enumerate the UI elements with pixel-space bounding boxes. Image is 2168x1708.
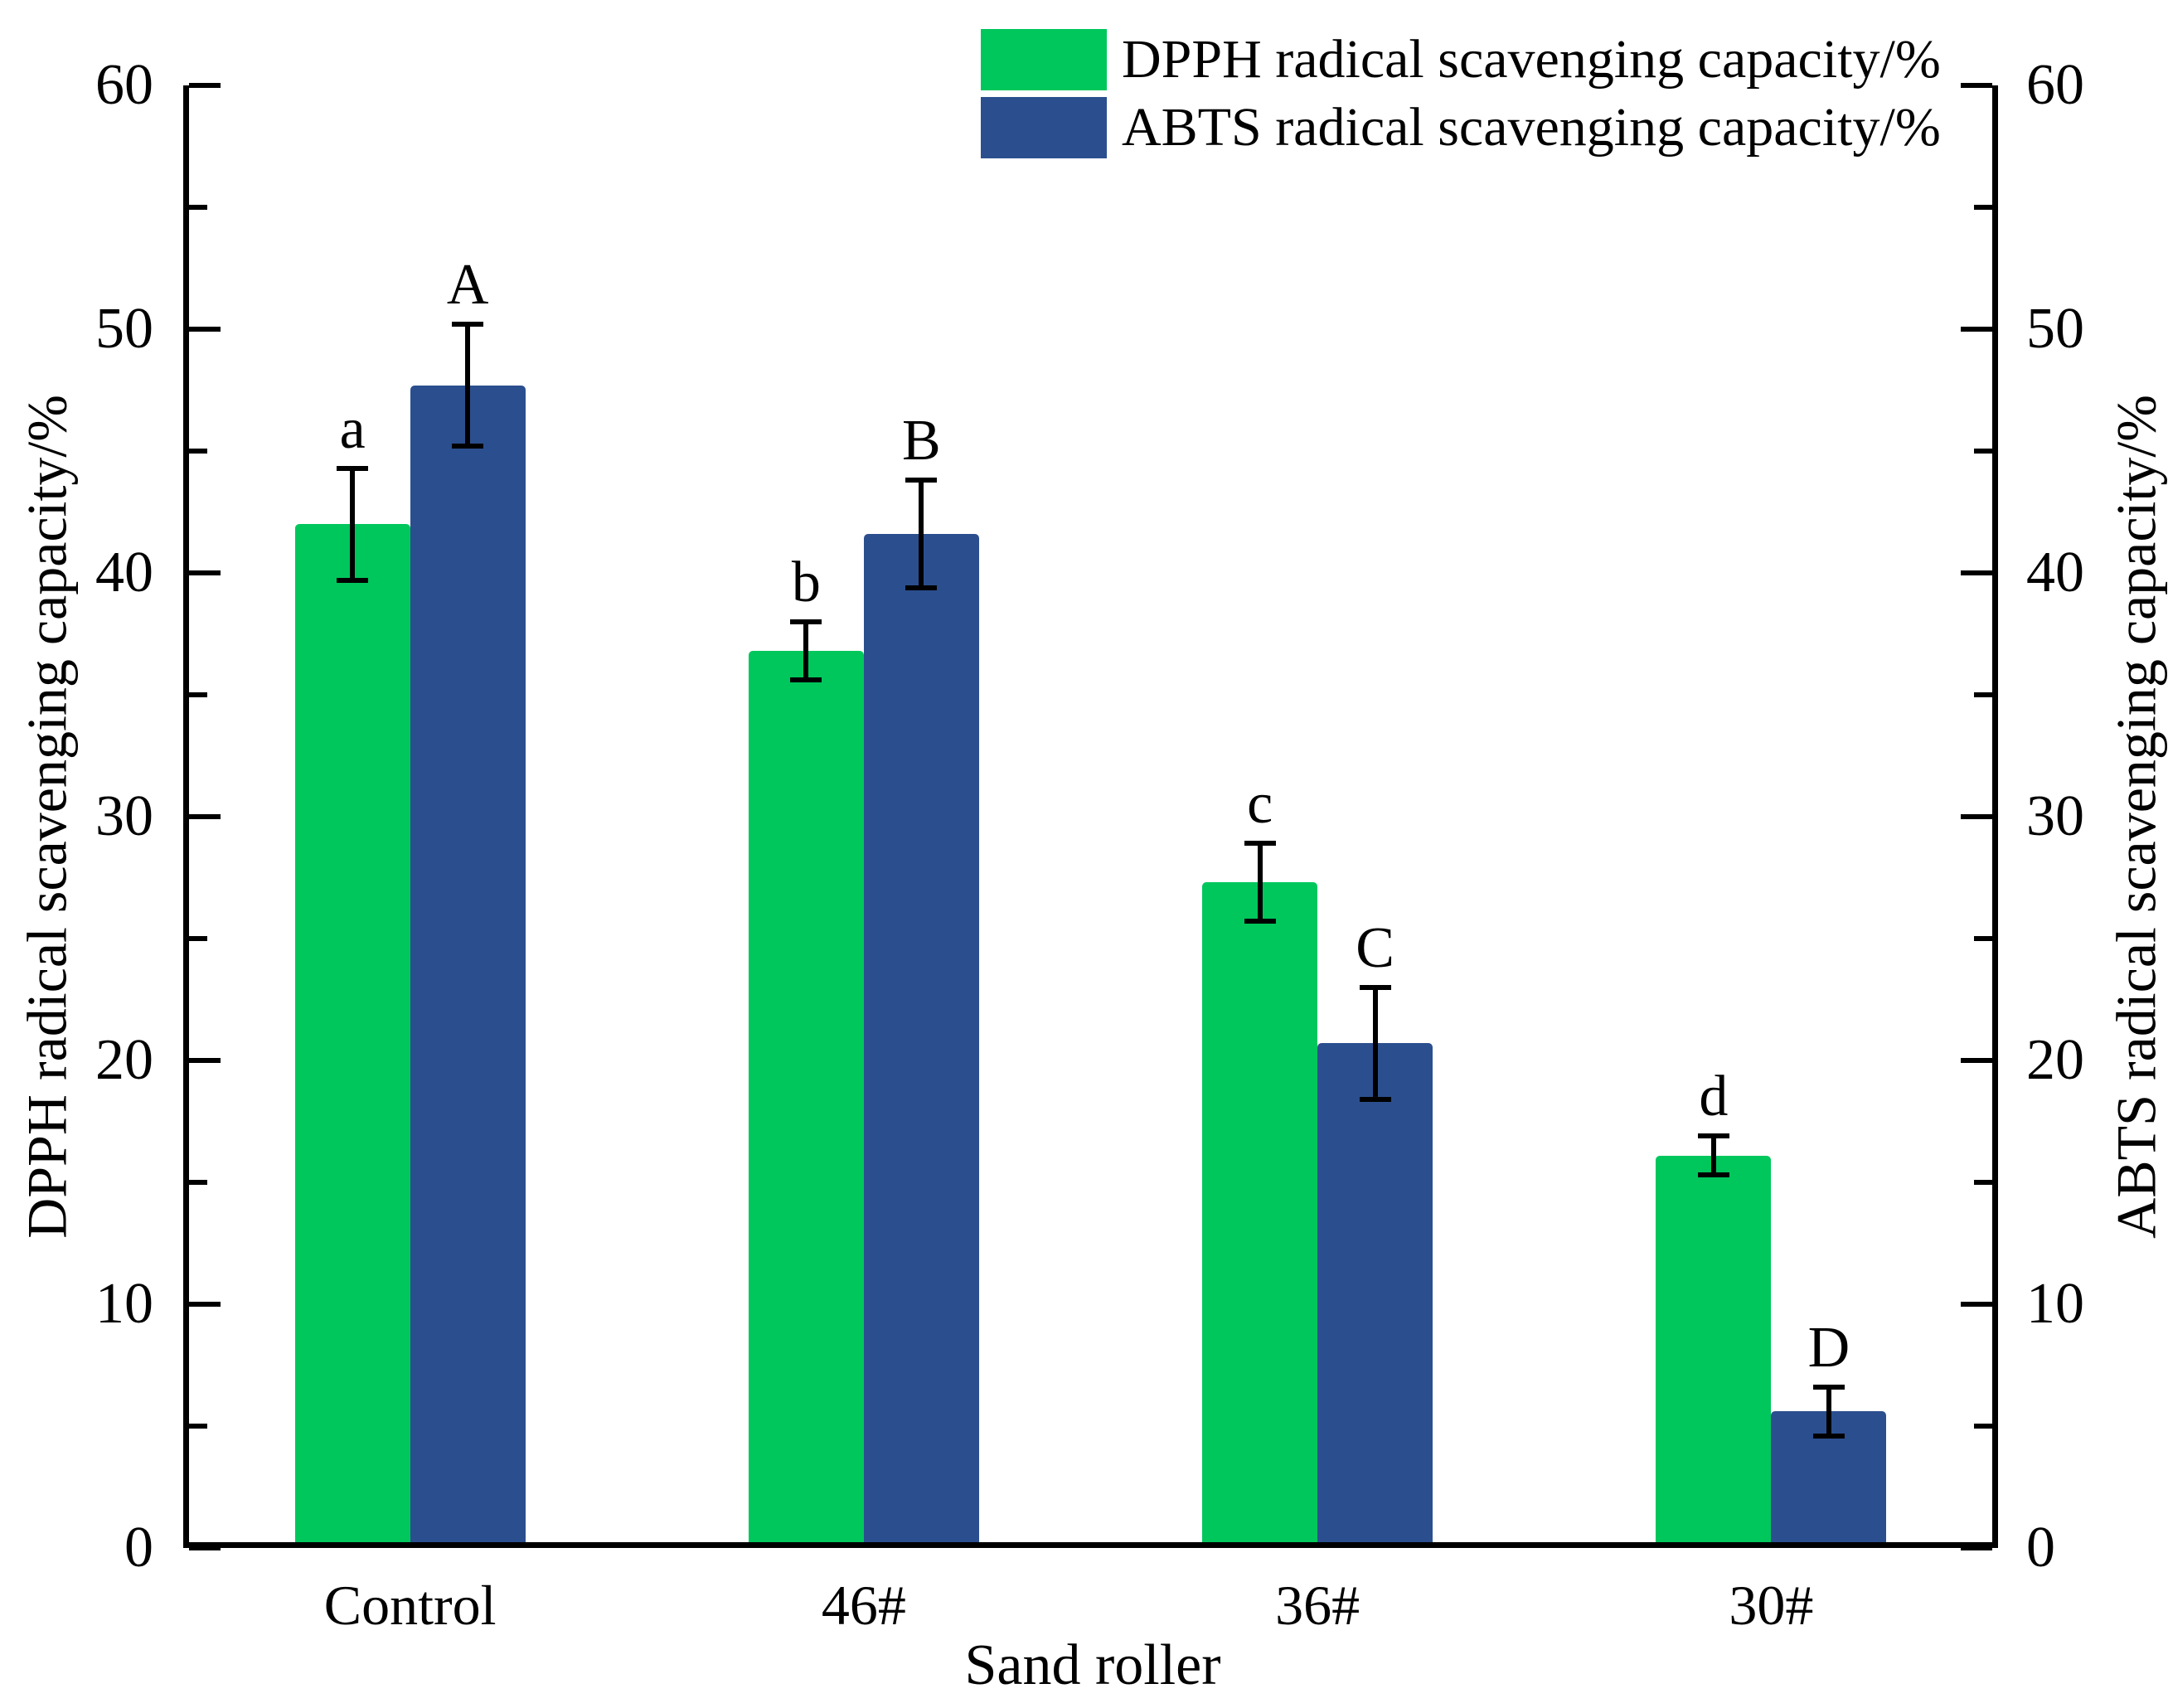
sig-letter-a: a <box>339 396 366 461</box>
legend: DPPH radical scavenging capacity/% ABTS … <box>981 26 1941 162</box>
left-minor-tick-55 <box>189 205 207 210</box>
error-cap-top-abts-30# <box>1812 1384 1845 1390</box>
legend-item-dpph: DPPH radical scavenging capacity/% <box>981 26 1941 94</box>
right-major-tick-60 <box>1961 83 1992 88</box>
left-major-tick-60 <box>189 83 221 88</box>
bottom-axis-spine <box>183 1542 1998 1548</box>
right-ytick-label-10: 10 <box>2026 1272 2084 1336</box>
right-minor-tick-25 <box>1974 936 1992 941</box>
right-ytick-label-40: 40 <box>2026 541 2084 604</box>
error-cap-bottom-dpph-Control <box>337 577 369 583</box>
error-cap-top-dpph-30# <box>1697 1133 1729 1139</box>
right-minor-tick-55 <box>1974 205 1992 210</box>
left-minor-tick-15 <box>189 1180 207 1185</box>
error-cap-bottom-dpph-46# <box>790 677 822 683</box>
right-ytick-label-0: 0 <box>2026 1516 2055 1579</box>
legend-item-abts: ABTS radical scavenging capacity/% <box>981 94 1941 162</box>
left-major-tick-10 <box>189 1302 221 1307</box>
dpph-legend-label: DPPH radical scavenging capacity/% <box>1122 29 1941 90</box>
error-cap-bottom-abts-36# <box>1359 1097 1391 1103</box>
right-minor-tick-45 <box>1974 449 1992 454</box>
left-major-tick-20 <box>189 1058 221 1063</box>
bar-abts-46# <box>863 533 979 1548</box>
error-cap-top-dpph-Control <box>337 465 369 471</box>
abts-legend-swatch <box>981 97 1107 158</box>
left-ytick-label-50: 50 <box>95 297 153 361</box>
right-ytick-label-50: 50 <box>2026 297 2084 361</box>
left-ytick-label-0: 0 <box>124 1516 153 1579</box>
right-major-tick-10 <box>1961 1302 1992 1307</box>
bar-dpph-36# <box>1202 882 1318 1548</box>
x-axis-title: Sand roller <box>964 1633 1221 1697</box>
bar-dpph-30# <box>1656 1155 1772 1548</box>
error-line-abts-30# <box>1826 1386 1831 1436</box>
right-major-tick-0 <box>1961 1545 1992 1550</box>
bar-abts-36# <box>1317 1043 1433 1548</box>
right-ytick-label-30: 30 <box>2026 784 2084 848</box>
left-ytick-label-60: 60 <box>95 53 153 117</box>
left-major-tick-50 <box>189 327 221 332</box>
left-minor-tick-35 <box>189 692 207 697</box>
error-line-dpph-30# <box>1710 1136 1716 1176</box>
error-cap-bottom-abts-Control <box>452 444 484 449</box>
right-minor-tick-15 <box>1974 1180 1992 1185</box>
sig-letter-B: B <box>902 409 941 473</box>
right-minor-tick-5 <box>1974 1424 1992 1429</box>
sig-letter-b: b <box>791 550 821 614</box>
right-axis-spine <box>1992 85 1998 1548</box>
right-major-tick-30 <box>1961 814 1992 819</box>
right-ytick-label-20: 20 <box>2026 1028 2084 1092</box>
xtick-label-30#: 30# <box>1729 1574 1814 1637</box>
left-ytick-label-30: 30 <box>95 784 153 848</box>
left-axis-spine <box>183 85 189 1548</box>
right-ytick-label-60: 60 <box>2026 53 2084 117</box>
sig-letter-D: D <box>1807 1315 1850 1380</box>
left-minor-tick-25 <box>189 936 207 941</box>
error-cap-top-abts-46# <box>905 478 938 483</box>
error-cap-top-dpph-46# <box>790 619 822 624</box>
error-line-abts-Control <box>465 324 471 447</box>
error-cap-bottom-abts-46# <box>905 585 938 590</box>
error-cap-bottom-abts-30# <box>1812 1433 1845 1439</box>
left-ytick-label-20: 20 <box>95 1028 153 1092</box>
left-major-tick-40 <box>189 570 221 575</box>
bar-dpph-46# <box>748 651 864 1548</box>
left-minor-tick-45 <box>189 449 207 454</box>
error-cap-top-dpph-36# <box>1244 841 1276 847</box>
error-cap-top-abts-Control <box>452 322 484 328</box>
left-ytick-label-10: 10 <box>95 1272 153 1336</box>
sig-letter-c: c <box>1247 772 1273 837</box>
left-major-tick-30 <box>189 814 221 819</box>
xtick-label-46#: 46# <box>821 1574 906 1637</box>
right-major-tick-50 <box>1961 327 1992 332</box>
xtick-label-Control: Control <box>323 1574 497 1637</box>
sig-letter-C: C <box>1356 915 1394 980</box>
left-ytick-label-40: 40 <box>95 541 153 604</box>
error-cap-bottom-dpph-36# <box>1244 919 1276 924</box>
right-major-tick-20 <box>1961 1058 1992 1063</box>
error-line-dpph-36# <box>1257 843 1263 922</box>
error-cap-bottom-dpph-30# <box>1697 1172 1729 1178</box>
bar-abts-Control <box>410 385 526 1548</box>
bar-dpph-Control <box>294 524 410 1548</box>
left-major-tick-0 <box>189 1545 221 1550</box>
error-line-dpph-46# <box>803 621 809 681</box>
error-line-dpph-Control <box>350 468 356 580</box>
right-minor-tick-35 <box>1974 692 1992 697</box>
sig-letter-d: d <box>1699 1065 1729 1129</box>
error-cap-top-abts-36# <box>1359 984 1391 990</box>
right-major-tick-40 <box>1961 570 1992 575</box>
dpph-legend-swatch <box>981 29 1107 90</box>
abts-legend-label: ABTS radical scavenging capacity/% <box>1122 97 1941 158</box>
sig-letter-A: A <box>446 253 489 318</box>
error-line-abts-36# <box>1372 987 1378 1100</box>
xtick-label-36#: 36# <box>1275 1574 1360 1637</box>
error-line-abts-46# <box>919 480 924 588</box>
left-minor-tick-5 <box>189 1424 207 1429</box>
